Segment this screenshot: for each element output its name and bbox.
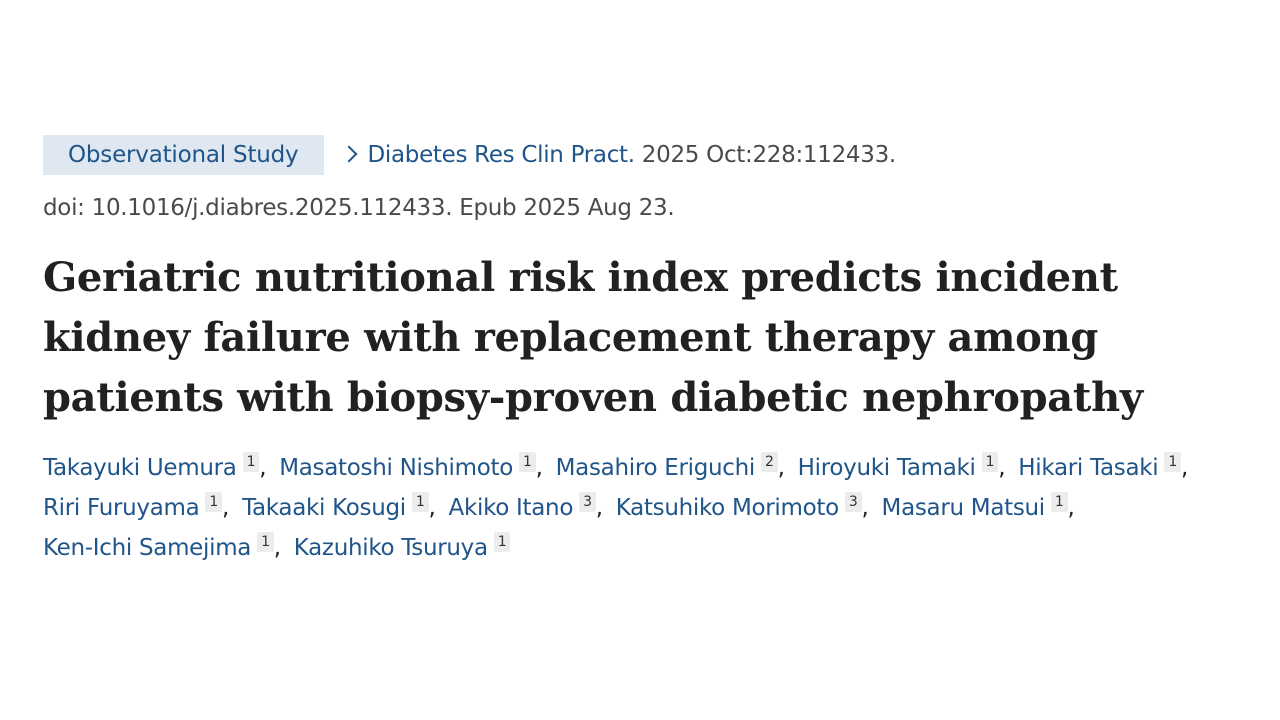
- chevron-right-icon[interactable]: [340, 145, 358, 163]
- author-link[interactable]: Takaaki Kosugi: [242, 495, 406, 521]
- affiliation-badge[interactable]: 1: [1050, 492, 1068, 512]
- citation-text: 2025 Oct:228:112433.: [641, 142, 896, 168]
- doi-line: doi: 10.1016/j.diabres.2025.112433. Epub…: [43, 195, 675, 221]
- author-line: Ken-Ichi Samejima 1, Kazuhiko Tsuruya 1: [43, 528, 1248, 568]
- author-separator: ,: [998, 455, 1006, 481]
- affiliation-badge[interactable]: 1: [519, 452, 536, 472]
- affiliation-badge[interactable]: 1: [411, 492, 429, 512]
- author-separator: ,: [861, 495, 869, 521]
- author-link[interactable]: Hiroyuki Tamaki: [797, 455, 976, 481]
- author-separator: ,: [1180, 455, 1188, 481]
- author-separator: ,: [428, 495, 436, 521]
- author-link[interactable]: Akiko Itano: [448, 495, 574, 521]
- affiliation-badge[interactable]: 1: [205, 492, 223, 512]
- journal-link[interactable]: Diabetes Res Clin Pract.: [367, 142, 635, 168]
- article-meta-row: Observational Study Diabetes Res Clin Pr…: [43, 135, 1248, 175]
- affiliation-badge[interactable]: 3: [579, 492, 596, 512]
- author-separator: ,: [777, 455, 785, 481]
- affiliation-badge[interactable]: 1: [1164, 452, 1181, 472]
- article-header: Observational Study Diabetes Res Clin Pr…: [43, 135, 1248, 568]
- author-link[interactable]: Takayuki Uemura: [43, 455, 237, 481]
- author-list: Takayuki Uemura 1, Masatoshi Nishimoto 1, …: [43, 448, 1248, 568]
- article-title: Geriatric nutritional risk index predict…: [43, 248, 1248, 428]
- author-link[interactable]: Masahiro Eriguchi: [555, 455, 756, 481]
- title-line: patients with biopsy-proven diabetic nep…: [43, 374, 1143, 421]
- affiliation-badge[interactable]: 1: [242, 452, 260, 472]
- author-separator: ,: [535, 455, 543, 481]
- author-link[interactable]: Katsuhiko Morimoto: [615, 495, 839, 521]
- affiliation-badge[interactable]: 1: [981, 452, 999, 472]
- author-separator: ,: [1067, 495, 1075, 521]
- author-link[interactable]: Masaru Matsui: [881, 495, 1046, 521]
- affiliation-badge[interactable]: 3: [844, 492, 862, 512]
- affiliation-badge[interactable]: 2: [761, 452, 778, 472]
- author-line: Riri Furuyama 1, Takaaki Kosugi 1, Akiko I…: [43, 488, 1248, 528]
- author-link[interactable]: Hikari Tasaki: [1018, 455, 1159, 481]
- author-separator: ,: [273, 535, 281, 561]
- author-link[interactable]: Masatoshi Nishimoto: [279, 455, 513, 481]
- title-line: kidney failure with replacement therapy …: [43, 314, 1099, 361]
- article-type-badge: Observational Study: [43, 135, 325, 175]
- author-link[interactable]: Ken-Ichi Samejima: [43, 535, 252, 561]
- author-link[interactable]: Kazuhiko Tsuruya: [293, 535, 488, 561]
- affiliation-badge[interactable]: 1: [257, 532, 274, 552]
- author-separator: ,: [222, 495, 230, 521]
- affiliation-badge[interactable]: 1: [493, 532, 511, 552]
- author-separator: ,: [259, 455, 267, 481]
- author-line: Takayuki Uemura 1, Masatoshi Nishimoto 1, …: [43, 448, 1248, 488]
- title-line: Geriatric nutritional risk index predict…: [43, 254, 1118, 301]
- author-link[interactable]: Riri Furuyama: [43, 495, 200, 521]
- author-separator: ,: [595, 495, 603, 521]
